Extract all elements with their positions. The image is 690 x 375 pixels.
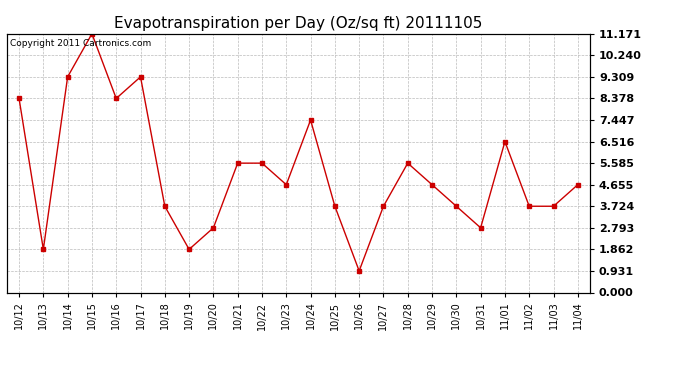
Title: Evapotranspiration per Day (Oz/sq ft) 20111105: Evapotranspiration per Day (Oz/sq ft) 20…	[115, 16, 482, 31]
Text: Copyright 2011 Cartronics.com: Copyright 2011 Cartronics.com	[10, 39, 151, 48]
